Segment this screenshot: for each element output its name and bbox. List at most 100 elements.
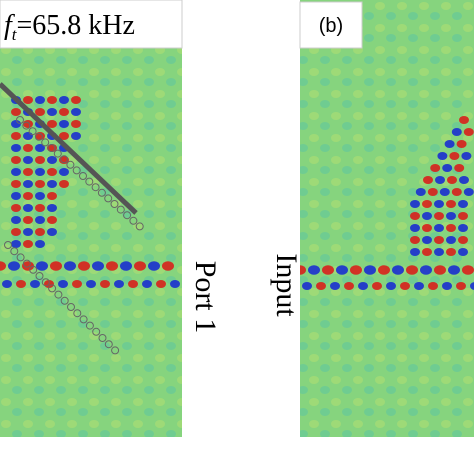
scatterer bbox=[85, 321, 94, 330]
field-blob bbox=[11, 180, 21, 188]
field-blob bbox=[392, 265, 404, 275]
field-blob bbox=[128, 280, 138, 288]
field-blob bbox=[446, 212, 456, 220]
field-blob bbox=[322, 265, 334, 275]
field-blob bbox=[358, 282, 368, 290]
field-blob bbox=[462, 265, 474, 275]
field-blob bbox=[344, 282, 354, 290]
scatterer bbox=[104, 194, 113, 203]
field-blob bbox=[11, 240, 21, 248]
scatterer bbox=[47, 144, 56, 152]
field-blob bbox=[414, 282, 424, 290]
field-blob bbox=[47, 204, 57, 212]
field-blob bbox=[410, 236, 420, 244]
scatterer bbox=[73, 309, 82, 318]
field-blob bbox=[458, 248, 468, 256]
field-blob bbox=[449, 152, 460, 160]
field-blob bbox=[434, 224, 444, 232]
field-blob bbox=[406, 265, 418, 275]
field-blob bbox=[47, 96, 57, 104]
field-blob bbox=[422, 200, 432, 208]
label-box bbox=[299, 1, 363, 49]
field-blob bbox=[71, 120, 81, 128]
field-blob bbox=[459, 116, 469, 124]
scatterer bbox=[97, 188, 106, 197]
field-blob bbox=[422, 248, 432, 256]
scatterer bbox=[48, 284, 57, 293]
label-box bbox=[0, 0, 183, 49]
field-blob bbox=[23, 144, 33, 152]
field-blob bbox=[23, 96, 33, 104]
field-blob bbox=[11, 156, 21, 164]
field-map-b bbox=[300, 0, 474, 437]
field-blob bbox=[35, 228, 45, 236]
field-blob bbox=[100, 280, 110, 288]
field-blob bbox=[410, 200, 420, 208]
field-blob bbox=[350, 265, 362, 275]
field-blob bbox=[428, 282, 438, 290]
scatterer bbox=[28, 127, 37, 136]
field-blob bbox=[386, 282, 396, 290]
scatterer bbox=[60, 155, 69, 164]
field-blob bbox=[86, 280, 96, 288]
field-blob bbox=[23, 168, 33, 176]
scatterer bbox=[110, 200, 119, 208]
field-blob bbox=[92, 261, 104, 271]
field-blob bbox=[442, 282, 452, 290]
scatterer bbox=[54, 290, 63, 299]
scatterer bbox=[29, 265, 38, 274]
field-blob bbox=[23, 180, 33, 188]
field-blob bbox=[316, 282, 326, 290]
field-blob bbox=[372, 282, 382, 290]
field-blob bbox=[420, 265, 432, 275]
field-blob bbox=[23, 156, 33, 164]
field-blob bbox=[302, 282, 312, 290]
field-blob bbox=[72, 280, 82, 288]
field-blob bbox=[35, 96, 45, 104]
field-blob bbox=[434, 212, 444, 220]
field-blob bbox=[22, 261, 34, 271]
scatterer bbox=[116, 205, 125, 214]
scatterer bbox=[4, 241, 12, 249]
field-blob bbox=[47, 168, 57, 176]
field-blob bbox=[11, 228, 21, 236]
field-blob bbox=[461, 152, 472, 160]
label-subscript: t bbox=[12, 25, 18, 44]
field-blob bbox=[11, 204, 21, 212]
field-blob bbox=[463, 188, 474, 196]
field-blob bbox=[11, 108, 21, 116]
field-blob bbox=[59, 168, 69, 176]
field-blob bbox=[11, 216, 21, 224]
scatterer bbox=[79, 172, 87, 180]
field-blob bbox=[410, 224, 420, 232]
scatterer bbox=[72, 166, 81, 175]
field-blob bbox=[446, 248, 456, 256]
field-blob bbox=[142, 280, 152, 288]
field-blob bbox=[47, 216, 57, 224]
field-blob bbox=[430, 164, 441, 172]
field-blob bbox=[454, 164, 465, 172]
field-blob bbox=[434, 200, 444, 208]
field-blob bbox=[308, 265, 320, 275]
scatterer bbox=[34, 132, 43, 141]
field-blob bbox=[47, 108, 57, 116]
field-blob bbox=[458, 200, 468, 208]
field-blob bbox=[458, 236, 468, 244]
field-blob bbox=[170, 280, 180, 288]
field-blob bbox=[23, 216, 33, 224]
field-blob bbox=[35, 180, 45, 188]
field-blob bbox=[330, 282, 340, 290]
field-blob bbox=[58, 280, 68, 288]
label-text: =65.8 kHz bbox=[17, 10, 135, 41]
field-blob bbox=[23, 240, 33, 248]
field-blob bbox=[23, 192, 33, 200]
label-symbol: f bbox=[4, 10, 15, 41]
field-blob bbox=[47, 228, 57, 236]
field-blob bbox=[459, 176, 469, 184]
input-label: Input bbox=[270, 253, 303, 317]
field-blob bbox=[444, 140, 455, 148]
field-blob bbox=[422, 224, 432, 232]
scatterer bbox=[129, 216, 138, 225]
scatterer bbox=[41, 278, 50, 287]
